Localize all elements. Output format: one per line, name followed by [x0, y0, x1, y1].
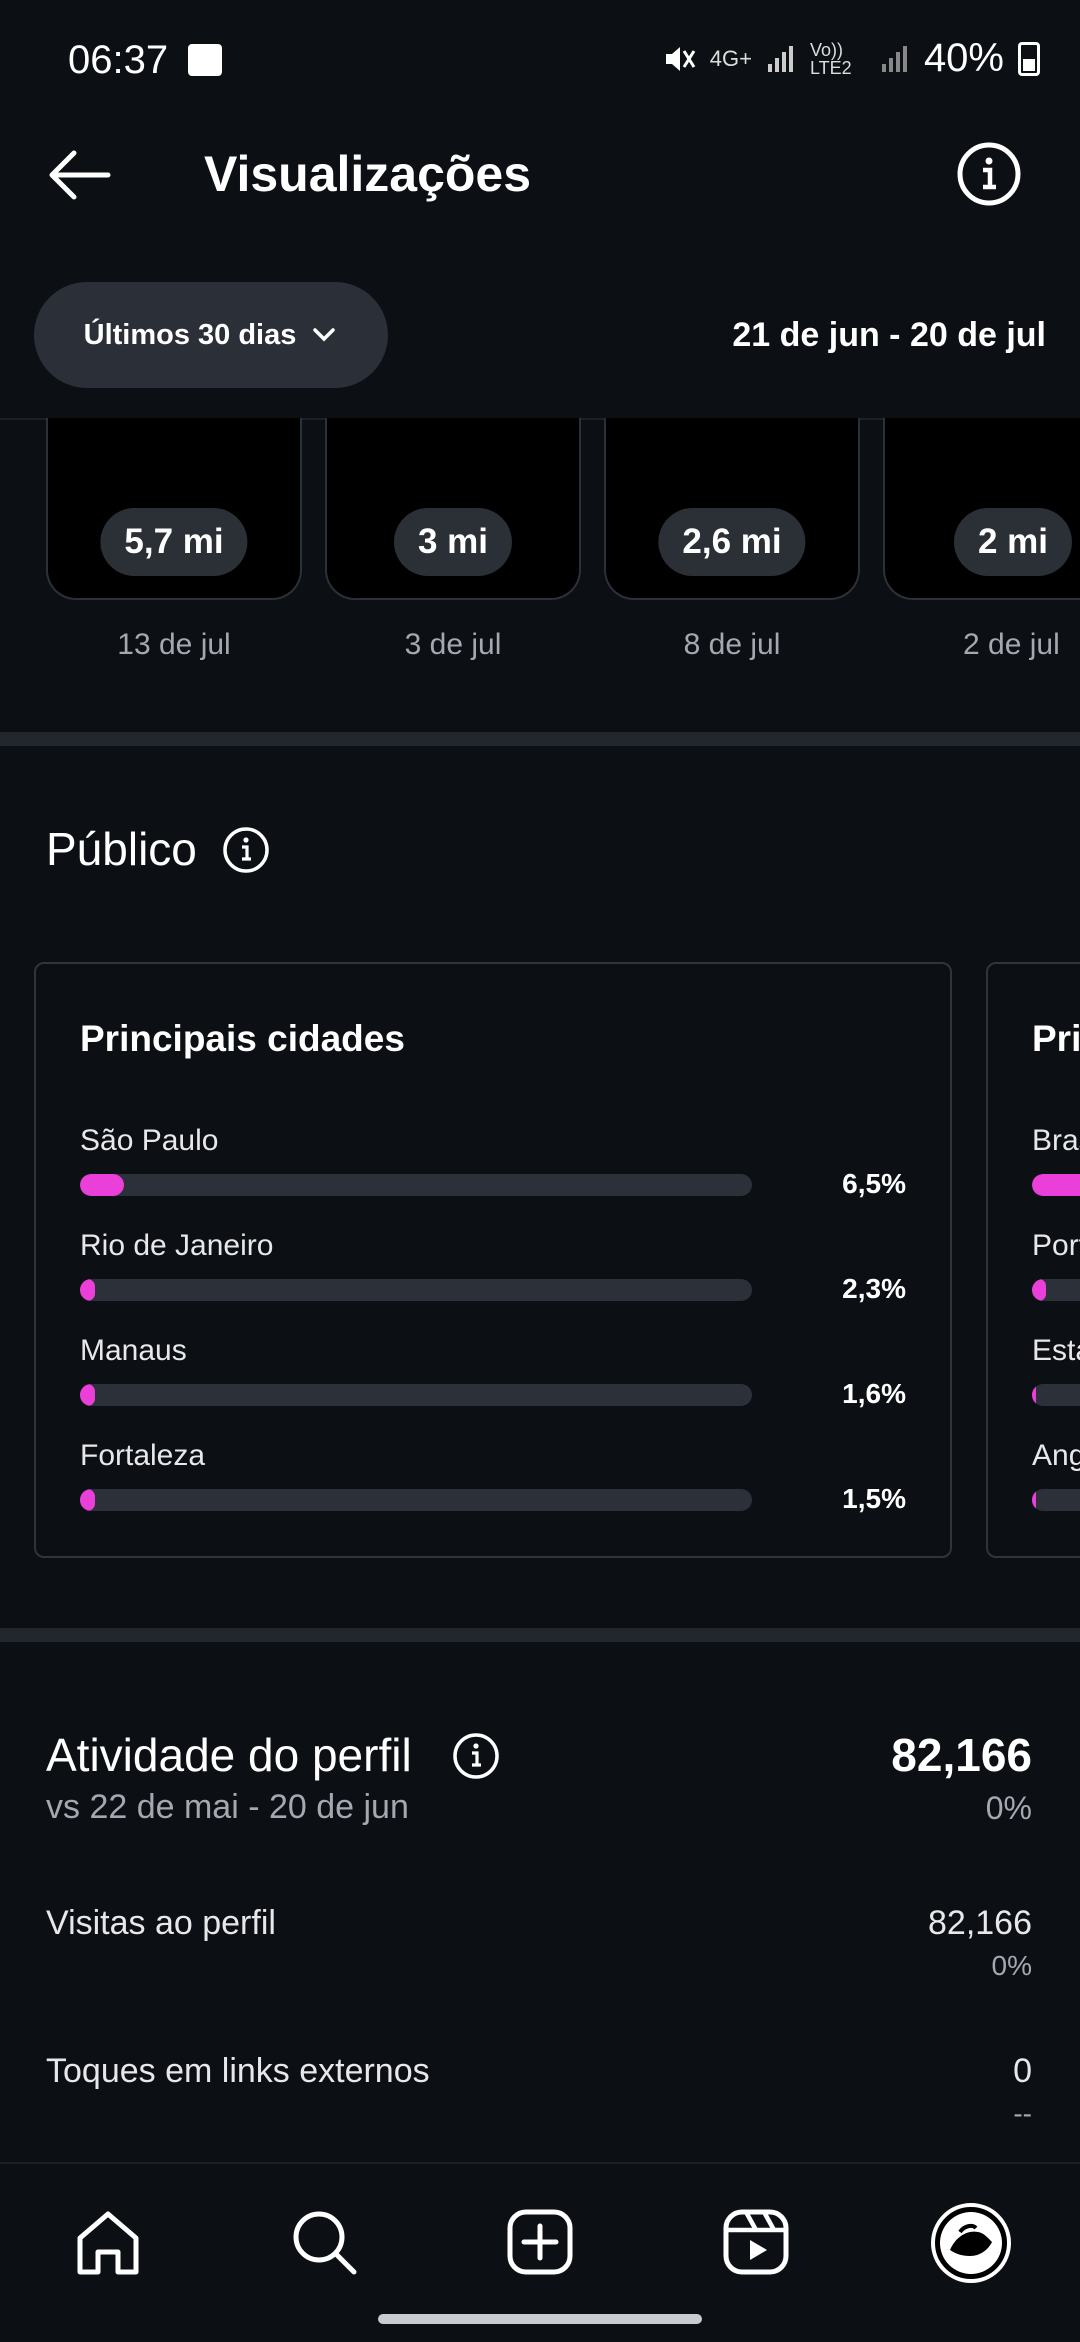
card-title: Principais cidades: [80, 1018, 405, 1059]
date-range-text: 21 de jun - 20 de jul: [732, 316, 1046, 354]
chevron-down-icon: [313, 328, 336, 342]
comparison-period: vs 22 de mai - 20 de jun: [46, 1788, 409, 1826]
bottom-navigation: [0, 2162, 1080, 2342]
city-bar-fill: [80, 1384, 95, 1406]
page-title: Visualizações: [204, 146, 532, 202]
profile-visits-value: 82,166: [928, 1904, 1032, 1942]
external-links-label: Toques em links externos: [46, 2052, 430, 2090]
profile-activity-change: 0%: [985, 1790, 1032, 1826]
gallery-notification-icon: [188, 44, 222, 76]
city-bar-fill: [80, 1489, 95, 1511]
profile-visits-change: 0%: [991, 1950, 1032, 1981]
status-time: 06:37: [68, 38, 169, 82]
city-percent: 6,5%: [842, 1168, 906, 1199]
home-icon[interactable]: [72, 2206, 144, 2278]
status-icons: 4G+ Vo)) LTE2 40%: [662, 36, 1040, 81]
city-percent: 2,3%: [842, 1273, 906, 1304]
profile-activity-title: Atividade do perfil: [46, 1729, 412, 1781]
city-name: Fortaleza: [80, 1439, 206, 1472]
post-views-badge: 2 mi: [953, 508, 1073, 576]
country-bar-track: [1032, 1384, 1080, 1406]
city-bar-track: [80, 1279, 752, 1301]
post-thumbnail[interactable]: 2,6 mi: [604, 418, 860, 600]
battery-percent: 40%: [923, 36, 1004, 80]
city-name: São Paulo: [80, 1124, 219, 1157]
country-bar-fill: [1032, 1384, 1036, 1406]
post-date: 13 de jul: [117, 628, 231, 661]
country-bar-fill: [1032, 1174, 1080, 1196]
country-bar-track: [1032, 1174, 1080, 1196]
post-thumbnail[interactable]: 5,7 mi: [46, 418, 302, 600]
city-bar-fill: [80, 1279, 96, 1301]
signal-2-icon: [881, 45, 907, 72]
country-bar-fill: [1032, 1489, 1036, 1511]
country-name: Esta: [1032, 1334, 1080, 1367]
audience-title: Público: [46, 823, 197, 875]
city-bar-track: [80, 1489, 752, 1511]
city-name: Manaus: [80, 1334, 187, 1367]
create-post-icon[interactable]: [504, 2206, 576, 2278]
section-divider: [0, 732, 1080, 746]
city-bar-fill: [80, 1174, 124, 1196]
top-countries-card[interactable]: Pri Bras Port Esta Ang: [986, 962, 1080, 1558]
post-views-badge: 5,7 mi: [100, 508, 248, 576]
city-name: Rio de Janeiro: [80, 1229, 274, 1262]
battery-icon: [1018, 41, 1040, 76]
avatar-icon: [931, 2203, 1011, 2283]
post-views-badge: 2,6 mi: [658, 508, 806, 576]
post-views-badge: 3 mi: [393, 508, 513, 576]
post-thumbnail[interactable]: 3 mi: [325, 418, 581, 600]
reels-icon[interactable]: [720, 2206, 792, 2278]
info-icon[interactable]: [452, 1732, 500, 1780]
country-bar-track: [1032, 1279, 1080, 1301]
city-percent: 1,6%: [842, 1378, 906, 1409]
volte-label: Vo)) LTE2: [809, 39, 852, 78]
search-icon[interactable]: [288, 2206, 360, 2278]
country-name: Bras: [1032, 1124, 1080, 1157]
status-bar: 06:37 4G+ Vo)) LTE2 40%: [0, 0, 1080, 120]
info-icon[interactable]: [222, 826, 270, 874]
section-divider: [0, 1628, 1080, 1642]
top-cities-card: Principais cidades São Paulo 6,5% Rio de…: [34, 962, 952, 1558]
external-links-value: 0: [1013, 2052, 1032, 2090]
mute-icon: [665, 46, 696, 71]
country-bar-fill: [1032, 1279, 1046, 1301]
profile-avatar[interactable]: [930, 2202, 1012, 2284]
profile-visits-label: Visitas ao perfil: [46, 1904, 276, 1942]
profile-activity-total: 82,166: [891, 1729, 1032, 1781]
network-type: 4G+: [709, 45, 752, 71]
external-links-change: --: [1013, 2098, 1032, 2129]
back-arrow-icon[interactable]: [44, 140, 114, 210]
date-range-dropdown-label: Últimos 30 dias: [83, 318, 297, 351]
post-date: 8 de jul: [683, 628, 781, 661]
post-thumbnail[interactable]: 2 mi: [883, 418, 1080, 600]
country-name: Port: [1032, 1229, 1080, 1262]
signal-icon: [767, 45, 793, 72]
card-title: Pri: [1032, 1018, 1080, 1059]
home-indicator[interactable]: [378, 2314, 702, 2324]
city-percent: 1,5%: [842, 1483, 906, 1514]
date-range-dropdown[interactable]: Últimos 30 dias: [34, 282, 388, 388]
city-bar-track: [80, 1174, 752, 1196]
country-bar-track: [1032, 1489, 1080, 1511]
country-name: Ang: [1032, 1439, 1080, 1472]
city-bar-track: [80, 1384, 752, 1406]
info-icon[interactable]: [956, 141, 1022, 207]
post-date: 3 de jul: [404, 628, 502, 661]
